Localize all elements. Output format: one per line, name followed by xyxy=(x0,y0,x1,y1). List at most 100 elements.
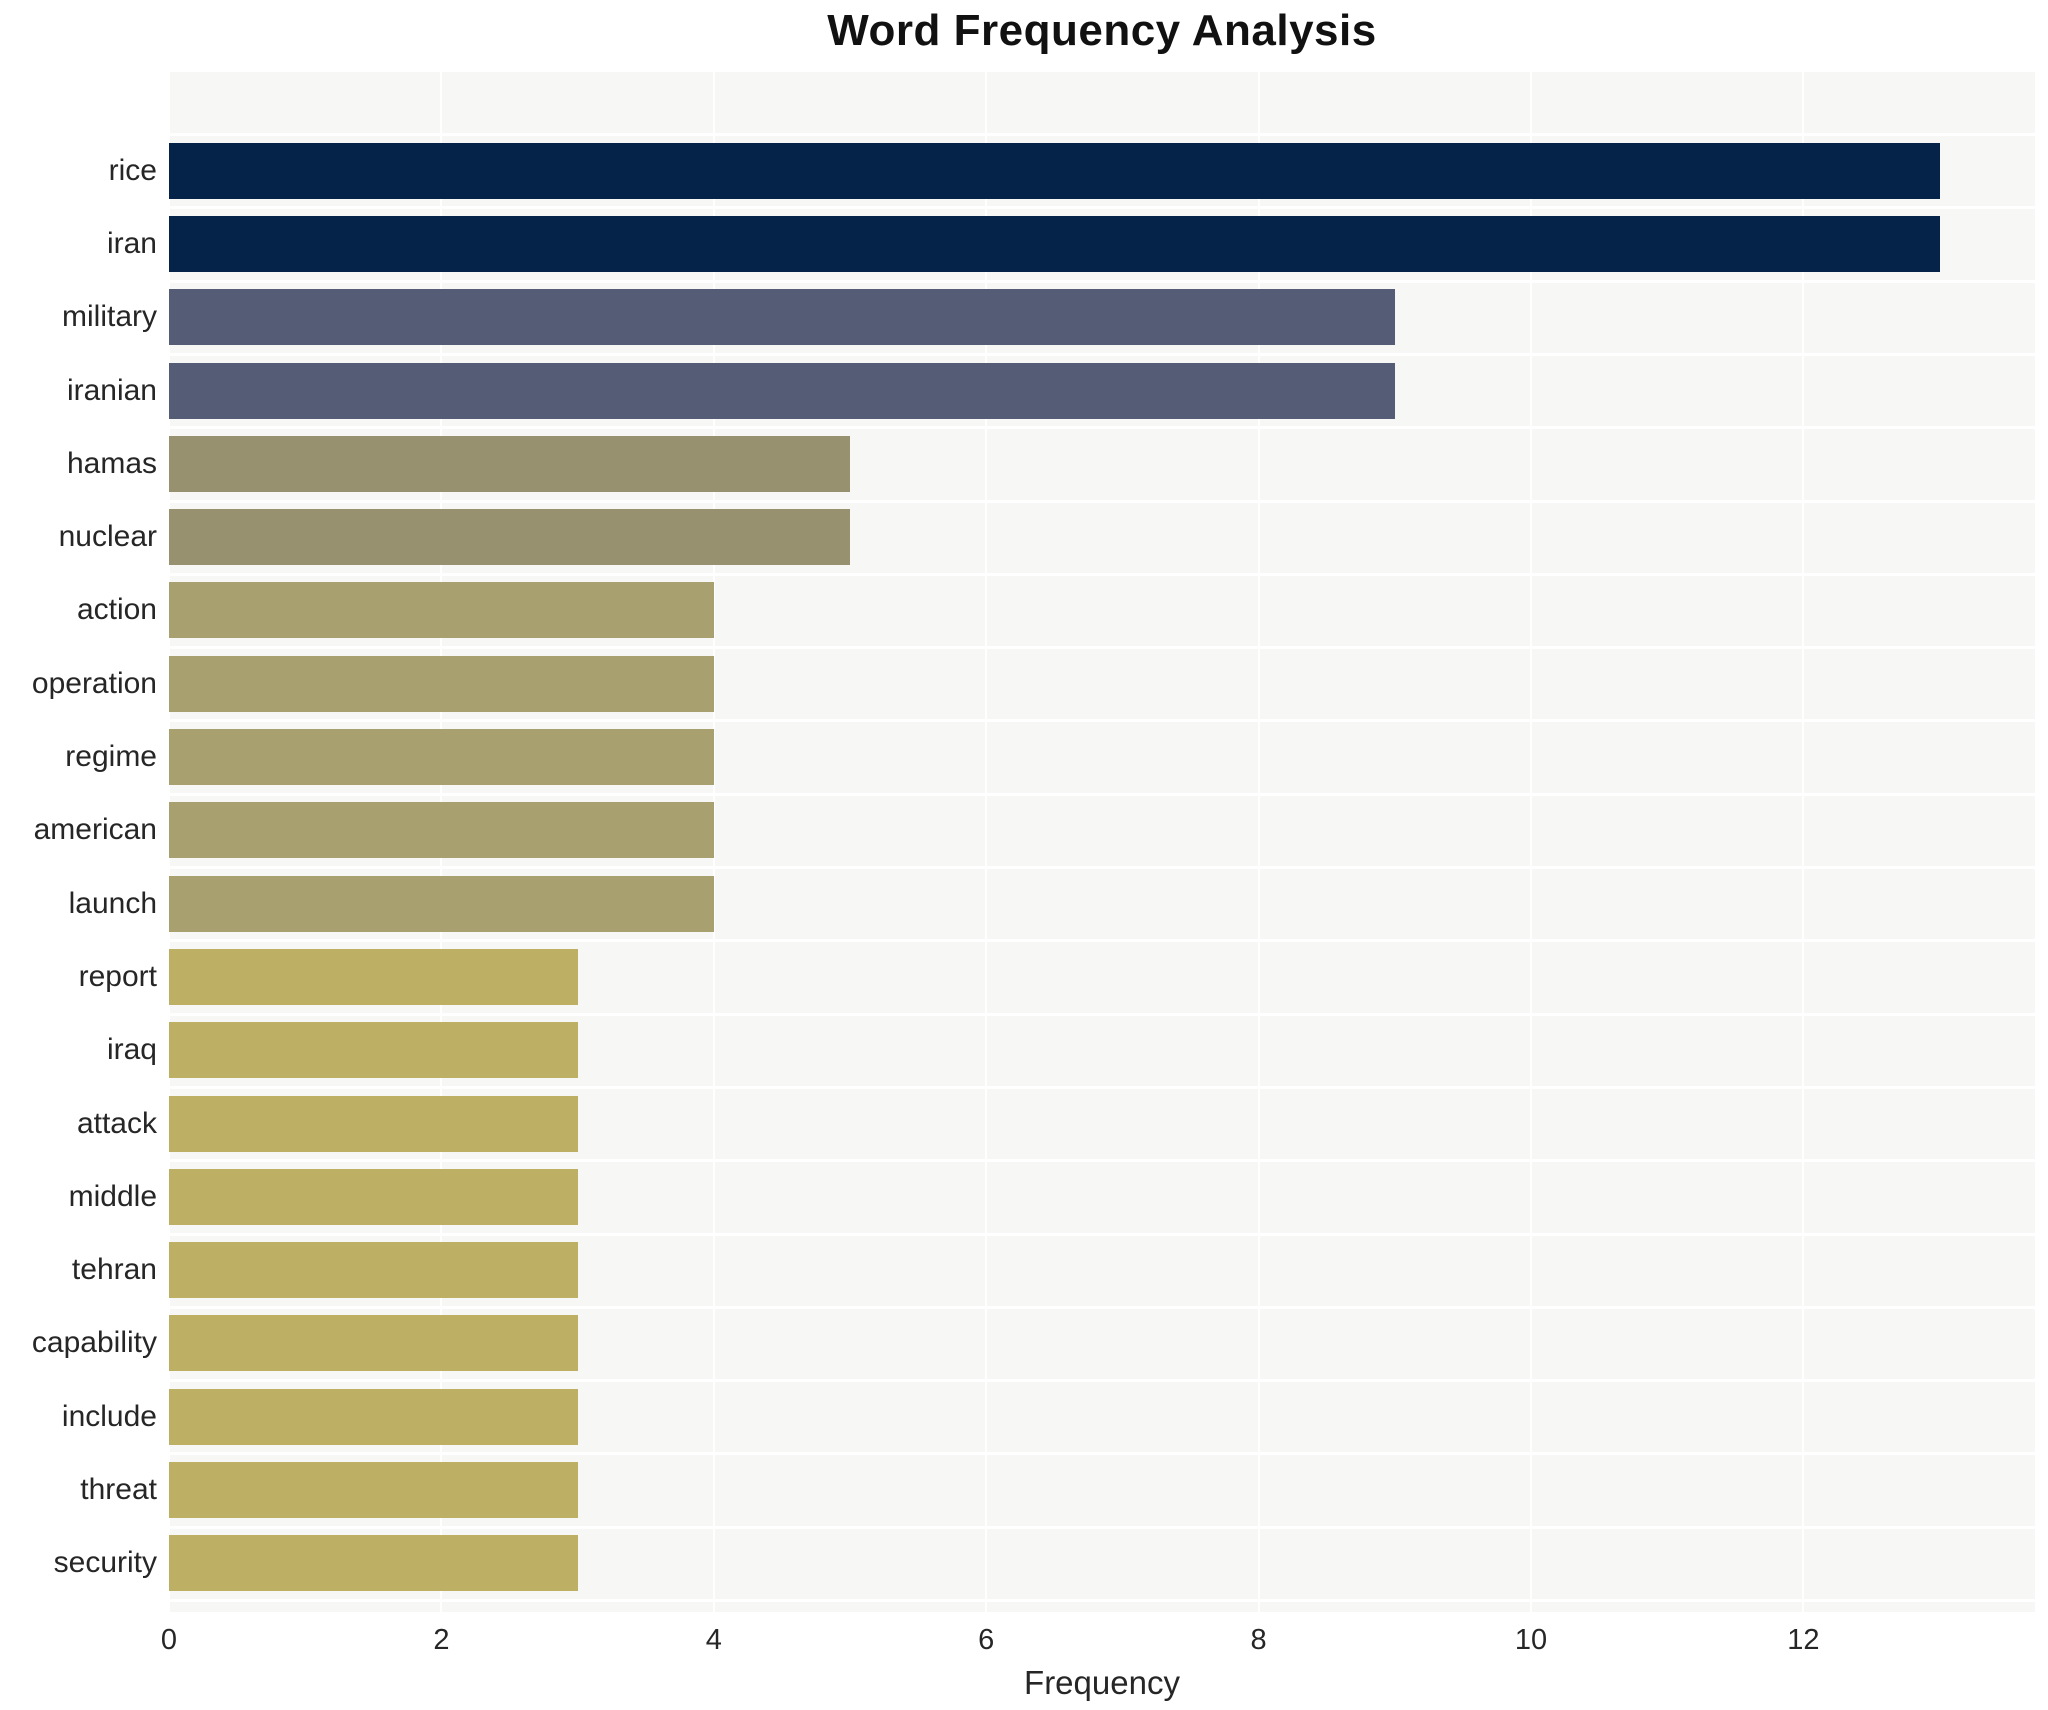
x-tick-label: 10 xyxy=(1514,1624,1548,1656)
category-label: security xyxy=(53,1546,157,1580)
category-label: capability xyxy=(31,1326,157,1360)
bar-row: capability xyxy=(32,1307,2035,1380)
bar xyxy=(169,948,578,1005)
category-label: middle xyxy=(68,1179,157,1213)
x-ticks: 0 2 4 6 8 10 12 xyxy=(161,1624,2035,1664)
chart-title: Word Frequency Analysis xyxy=(827,6,1377,55)
horizontal-gridline xyxy=(169,646,2035,650)
horizontal-gridline xyxy=(169,133,2035,136)
category-label: american xyxy=(33,813,157,847)
bar-row: rice xyxy=(109,134,2035,207)
rows-layer: rice iran military iranian hamas nuclear actio… xyxy=(32,72,2035,1612)
bar xyxy=(169,142,1940,199)
category-label: rice xyxy=(108,153,157,187)
category-label: include xyxy=(61,1399,157,1433)
horizontal-gridline xyxy=(169,426,2035,430)
category-label: operation xyxy=(31,666,157,700)
category-label: launch xyxy=(68,886,157,920)
bar-row: tehran xyxy=(72,1233,2035,1306)
horizontal-gridline xyxy=(169,1232,2035,1236)
horizontal-gridline xyxy=(169,279,2035,283)
x-tick-label: 12 xyxy=(1787,1624,1820,1656)
grid-layer xyxy=(168,72,2035,1612)
bar xyxy=(169,509,851,566)
bar xyxy=(169,1535,578,1592)
vertical-gridline xyxy=(1257,72,1260,1612)
bar xyxy=(169,1242,578,1299)
x-tick-label: 4 xyxy=(705,1624,722,1656)
vertical-gridline xyxy=(1530,72,1533,1612)
bar xyxy=(169,582,714,639)
bar xyxy=(169,875,714,932)
category-label: iraq xyxy=(106,1033,157,1067)
bar xyxy=(169,1095,578,1152)
vertical-gridline xyxy=(985,72,988,1612)
bar-row: nuclear xyxy=(59,500,2035,573)
horizontal-gridline xyxy=(169,1085,2035,1089)
category-label: report xyxy=(78,959,157,993)
horizontal-gridline xyxy=(169,1599,2035,1602)
bar-row: report xyxy=(79,940,2035,1013)
bar-row: military xyxy=(62,281,2035,354)
bar xyxy=(169,1461,578,1518)
bar xyxy=(169,729,714,786)
horizontal-gridline xyxy=(169,1012,2035,1016)
category-label: military xyxy=(62,300,157,334)
horizontal-gridline xyxy=(169,792,2035,796)
x-tick-label: 0 xyxy=(160,1624,178,1656)
vertical-gridline xyxy=(1802,72,1805,1612)
x-axis-title: Frequency xyxy=(1024,1664,1180,1701)
bar xyxy=(169,655,714,712)
horizontal-gridline xyxy=(169,1452,2035,1456)
category-label: nuclear xyxy=(58,520,157,554)
bar-row: regime xyxy=(65,720,2035,793)
bar-row: attack xyxy=(77,1087,2035,1160)
horizontal-gridline xyxy=(169,1379,2035,1383)
category-label: threat xyxy=(80,1472,157,1506)
bar-row: iraq xyxy=(107,1014,2035,1087)
x-tick-label: 8 xyxy=(1250,1624,1267,1656)
category-label: action xyxy=(76,593,157,627)
horizontal-gridline xyxy=(169,572,2035,576)
plot-area: rice iran military iranian hamas nuclear actio… xyxy=(32,72,2035,1612)
bar xyxy=(169,362,1395,419)
horizontal-gridline xyxy=(169,939,2035,943)
category-label: attack xyxy=(76,1106,157,1140)
category-label: hamas xyxy=(66,446,157,480)
horizontal-gridline xyxy=(169,719,2035,723)
horizontal-gridline xyxy=(169,352,2035,356)
horizontal-gridline xyxy=(169,1525,2035,1529)
horizontal-gridline xyxy=(169,1159,2035,1163)
bar xyxy=(169,1022,578,1079)
bar xyxy=(169,1315,578,1372)
x-tick-label: 2 xyxy=(433,1624,450,1656)
bar-row: threat xyxy=(80,1453,2035,1526)
bar xyxy=(169,435,851,492)
bar-row: action xyxy=(77,574,2035,647)
bar-row: middle xyxy=(69,1160,2035,1233)
bar xyxy=(169,802,714,859)
bar xyxy=(169,1168,578,1225)
bar-row: include xyxy=(62,1380,2035,1453)
horizontal-gridline xyxy=(169,1305,2035,1309)
bar-row: launch xyxy=(69,867,2035,940)
x-tick-label: 6 xyxy=(978,1624,995,1656)
vertical-gridline xyxy=(712,72,715,1612)
bar-row: security xyxy=(54,1527,2035,1600)
bar-row: iranian xyxy=(67,354,2035,427)
horizontal-gridline xyxy=(169,206,2035,210)
category-label: tehran xyxy=(71,1253,157,1287)
horizontal-gridline xyxy=(169,499,2035,503)
category-label: iran xyxy=(106,226,157,260)
bar xyxy=(169,215,1940,272)
category-label: iranian xyxy=(66,373,157,407)
bar-row: iran xyxy=(107,207,2035,280)
bar-row: hamas xyxy=(67,427,2035,500)
bar xyxy=(169,289,1395,346)
bar xyxy=(169,1388,578,1445)
bar-row: operation xyxy=(32,647,2035,720)
bar-row: american xyxy=(34,794,2035,867)
category-label: regime xyxy=(65,740,157,774)
horizontal-gridline xyxy=(169,866,2035,869)
